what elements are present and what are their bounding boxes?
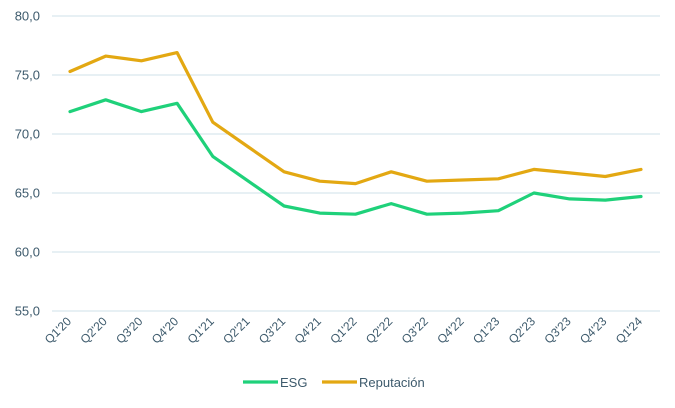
x-tick-label: Q2'22 [363, 314, 396, 347]
legend-label: ESG [280, 375, 307, 390]
x-tick-label: Q3'22 [399, 314, 432, 347]
x-tick-label: Q2'23 [506, 314, 539, 347]
y-tick-label: 65,0 [15, 186, 40, 201]
x-tick-label: Q3'23 [541, 314, 574, 347]
legend-label: Reputación [359, 375, 425, 390]
x-tick-label: Q4'22 [434, 314, 467, 347]
y-tick-label: 75,0 [15, 68, 40, 83]
series-line-reputaci-n [68, 50, 643, 186]
x-tick-label: Q3'20 [113, 314, 146, 347]
series-line-esg [68, 98, 643, 216]
x-tick-label: Q1'24 [613, 314, 646, 347]
x-tick-label: Q2'21 [220, 314, 253, 347]
y-axis-ticks: 55,0 60,0 65,0 70,0 75,0 80,0 [15, 9, 40, 319]
x-tick-label: Q1'20 [42, 314, 75, 347]
y-tick-label: 80,0 [15, 9, 40, 24]
legend: ESG Reputación [243, 375, 425, 390]
y-tick-label: 55,0 [15, 304, 40, 319]
x-tick-label: Q4'21 [292, 314, 325, 347]
x-tick-label: Q1'21 [185, 314, 218, 347]
gridlines [52, 15, 660, 312]
series-lines [68, 50, 643, 216]
y-tick-label: 70,0 [15, 127, 40, 142]
x-tick-label: Q1'23 [470, 314, 503, 347]
x-tick-label: Q1'22 [327, 314, 360, 347]
x-tick-label: Q4'23 [577, 314, 610, 347]
x-tick-label: Q2'20 [78, 314, 111, 347]
y-tick-label: 60,0 [15, 245, 40, 260]
x-axis-ticks: Q1'20 Q2'20 Q3'20 Q4'20 Q1'21 Q2'21 Q3'21 Q4'21… [42, 314, 646, 347]
x-tick-label: Q4'20 [149, 314, 182, 347]
x-tick-label: Q3'21 [256, 314, 289, 347]
